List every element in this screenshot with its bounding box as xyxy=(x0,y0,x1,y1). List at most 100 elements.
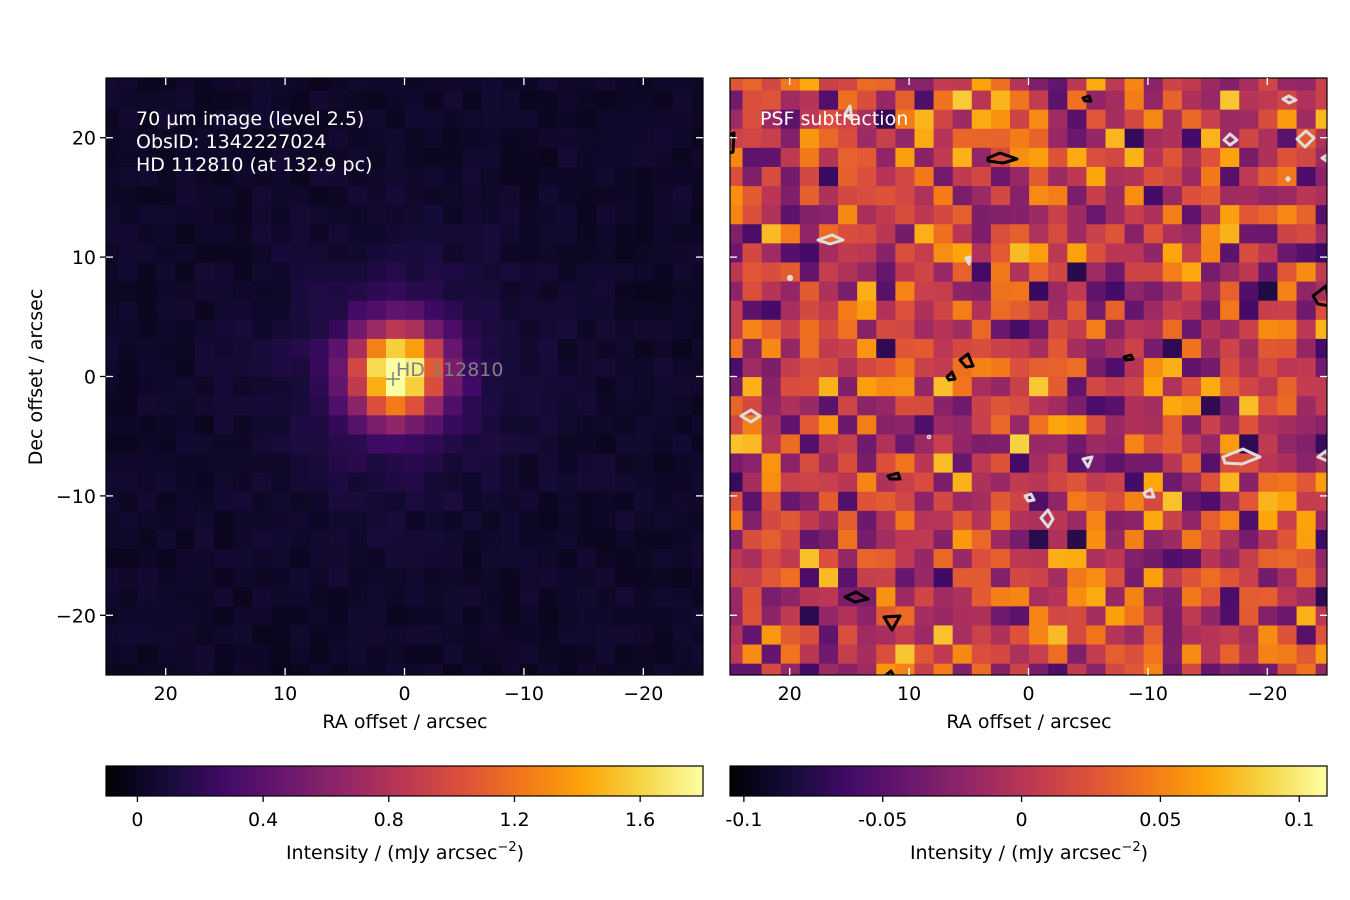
heatmap-cell xyxy=(500,395,520,416)
heatmap-cell xyxy=(633,414,654,435)
heatmap-cell xyxy=(799,261,819,282)
heatmap-cell xyxy=(117,376,138,397)
heatmap-cell xyxy=(652,376,673,397)
heatmap-cell xyxy=(328,78,348,91)
heatmap-cell xyxy=(1124,491,1144,511)
heatmap-cell xyxy=(952,605,972,626)
heatmap-cell xyxy=(194,185,215,206)
heatmap-cell xyxy=(117,261,138,282)
heatmap-cell xyxy=(1295,223,1316,244)
heatmap-cell xyxy=(691,185,703,206)
heatmap-cell xyxy=(837,204,858,225)
heatmap-cell xyxy=(80,453,100,473)
heatmap-cell xyxy=(99,52,119,72)
heatmap-cell xyxy=(1315,300,1327,320)
heatmap-cell xyxy=(442,128,463,148)
heatmap-cell xyxy=(232,643,253,664)
heatmap-cell xyxy=(289,109,310,129)
heatmap-cell xyxy=(423,300,444,320)
heatmap-cell xyxy=(691,89,703,110)
heatmap-cell xyxy=(652,510,673,530)
heatmap-cell xyxy=(519,433,539,454)
heatmap-cell xyxy=(289,548,310,569)
heatmap-cell xyxy=(232,624,253,645)
heatmap-cell xyxy=(799,78,819,91)
heatmap-cell xyxy=(614,510,635,530)
heatmap-cell xyxy=(856,510,877,530)
heatmap-cell xyxy=(137,395,157,416)
heatmap-cell xyxy=(595,605,616,626)
heatmap-cell xyxy=(837,682,857,702)
heatmap-cell xyxy=(1334,453,1350,473)
heatmap-cell xyxy=(704,281,724,301)
heatmap-cell xyxy=(894,147,915,167)
heatmap-cell xyxy=(1334,147,1350,167)
heatmap-cell xyxy=(500,567,520,588)
heatmap-cell xyxy=(1162,376,1182,397)
heatmap-cell xyxy=(710,587,730,607)
heatmap-cell xyxy=(442,185,463,206)
heatmap-cell xyxy=(761,357,781,378)
heatmap-cell xyxy=(990,185,1010,206)
heatmap-cell xyxy=(818,78,839,91)
heatmap-cell xyxy=(1104,204,1125,225)
heatmap-cell xyxy=(614,338,635,358)
heatmap-cell xyxy=(328,204,348,225)
heatmap-cell xyxy=(366,510,386,530)
heatmap-cell xyxy=(780,166,800,187)
heatmap-cell xyxy=(1334,281,1350,301)
heatmap-cell xyxy=(633,357,654,378)
heatmap-cell xyxy=(385,109,406,129)
heatmap-cell xyxy=(780,643,800,664)
heatmap-cell xyxy=(1315,510,1327,530)
heatmap-cell xyxy=(1143,261,1163,282)
heatmap-cell xyxy=(156,338,176,358)
heatmap-cell xyxy=(424,52,444,72)
heatmap-cell xyxy=(576,204,597,225)
heatmap-cell xyxy=(932,605,953,626)
heatmap-cell xyxy=(328,357,348,378)
heatmap-cell xyxy=(952,52,972,72)
heatmap-cell xyxy=(213,376,234,397)
heatmap-cell xyxy=(818,395,839,416)
heatmap-cell xyxy=(671,624,692,645)
heatmap-cell xyxy=(971,414,991,435)
heatmap-cell xyxy=(741,548,762,569)
heatmap-cell xyxy=(894,300,915,320)
heatmap-cell xyxy=(1009,357,1030,378)
heatmap-cell xyxy=(1162,300,1182,320)
heatmap-cell xyxy=(519,280,539,301)
heatmap-cell xyxy=(671,472,692,492)
heatmap-cell xyxy=(990,586,1010,607)
heatmap-cell xyxy=(1238,338,1259,358)
heatmap-cell xyxy=(1085,472,1106,492)
heatmap-cell xyxy=(671,147,692,167)
heatmap-cell xyxy=(194,78,215,91)
heatmap-cell xyxy=(780,185,800,206)
heatmap-cell xyxy=(1162,395,1182,416)
heatmap-cell xyxy=(80,663,100,683)
heatmap-cell xyxy=(251,605,272,626)
heatmap-cell xyxy=(704,300,724,320)
heatmap-cell xyxy=(156,510,176,530)
heatmap-cell xyxy=(156,300,176,320)
heatmap-cell xyxy=(1334,396,1350,416)
heatmap-cell xyxy=(576,185,597,206)
heatmap-cell xyxy=(671,510,692,530)
heatmap-cell xyxy=(519,414,539,435)
heatmap-cell xyxy=(137,452,157,473)
heatmap-cell xyxy=(480,452,501,473)
heatmap-cell xyxy=(742,52,762,72)
heatmap-cell xyxy=(1085,204,1106,225)
heatmap-cell xyxy=(1219,147,1240,167)
heatmap-cell xyxy=(576,472,597,492)
heatmap-cell xyxy=(990,242,1010,263)
heatmap-cell xyxy=(933,682,953,702)
heatmap-cell xyxy=(1085,395,1106,416)
heatmap-cell xyxy=(894,280,915,301)
contour-negative xyxy=(1295,129,1316,149)
heatmap-cell xyxy=(1143,643,1163,664)
heatmap-cell xyxy=(710,434,730,454)
heatmap-cell xyxy=(213,109,234,129)
heatmap-cell xyxy=(80,587,100,607)
